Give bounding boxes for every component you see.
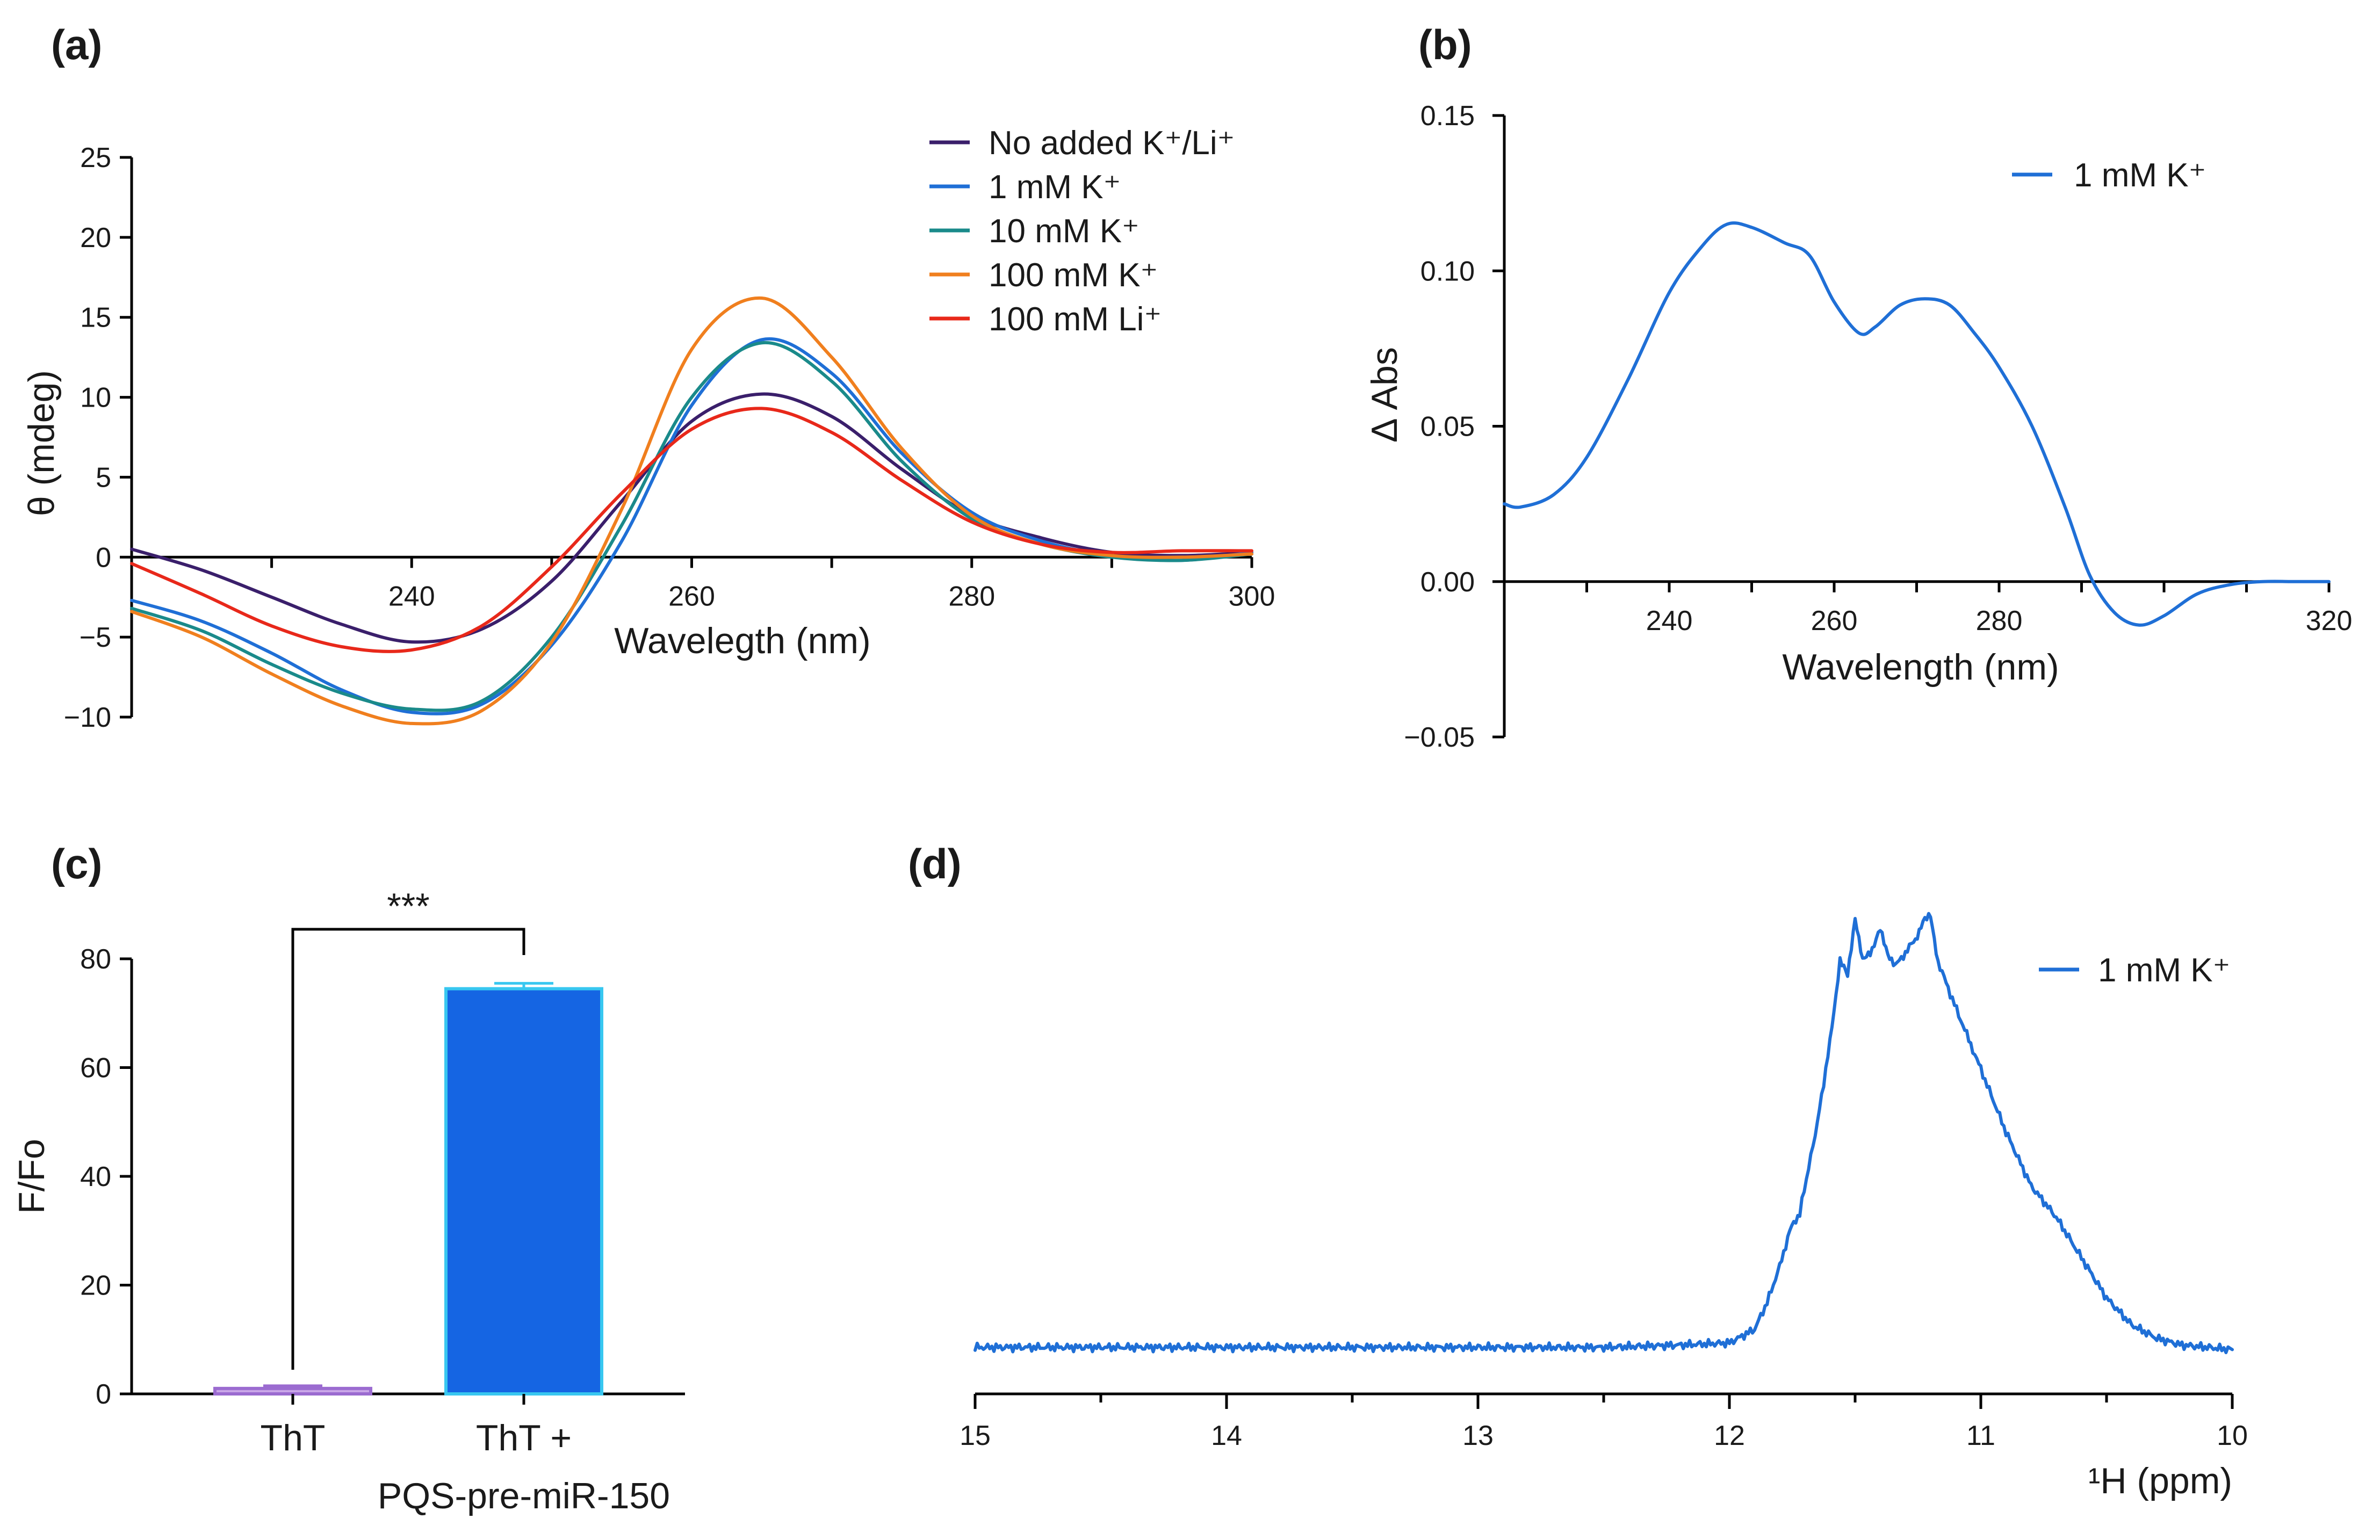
y-tick-label: −0.05 xyxy=(1404,722,1475,753)
x-tick-label: 13 xyxy=(1462,1420,1494,1451)
y-tick-label: 0.10 xyxy=(1420,256,1475,287)
y-tick-label: 0.00 xyxy=(1420,567,1475,598)
series-line xyxy=(130,337,1253,715)
panel-d: (d) 15 14 13 12 11 10 ¹H (ppm) 1 mM K⁺ xyxy=(908,840,2248,1501)
panel-label-d: (d) xyxy=(908,840,962,887)
y-tick-label: 20 xyxy=(80,1270,111,1302)
x-tick-label: 14 xyxy=(1211,1420,1242,1451)
y-tick-label: 60 xyxy=(80,1053,111,1084)
y-tick-label: 0 xyxy=(96,1379,111,1410)
y-tick-label: 20 xyxy=(80,222,111,254)
y-tick-label: 0.05 xyxy=(1420,411,1475,443)
x-tick-label: 12 xyxy=(1714,1420,1745,1451)
panel-b: (b) −0.05 0.00 0.05 0.10 0.15 240 260 280 320 Wave… xyxy=(1364,21,2352,753)
y-tick-label: −5 xyxy=(80,622,111,653)
y-tick-label: 10 xyxy=(80,382,111,414)
legend-label: No added K⁺/Li⁺ xyxy=(989,125,1235,162)
x-tick-label: 11 xyxy=(1966,1420,1995,1451)
panel-label-a: (a) xyxy=(51,21,102,68)
bar xyxy=(444,987,603,1396)
y-tick-label: 80 xyxy=(80,944,111,975)
x-tick-label: 260 xyxy=(1811,605,1858,637)
x-tick-label: 320 xyxy=(2306,605,2353,637)
category-label: PQS-pre-miR-150 xyxy=(378,1476,670,1516)
panel-a: (a) −10 −5 0 5 10 15 20 25 240 260 280 300 Waveleg​th… xyxy=(21,21,1275,733)
x-tick-label: 280 xyxy=(948,581,995,612)
legend-label: 1 mM K⁺ xyxy=(2098,952,2230,989)
y-tick-label: 5 xyxy=(96,462,111,493)
bar xyxy=(213,1386,372,1396)
x-axis-title: Waveleg​th (nm) xyxy=(614,620,870,661)
x-tick-label: 280 xyxy=(1976,605,2023,637)
panel-c: (c) 0 20 40 60 80 F/Fo ThT ThT + PQS-pre-miR-150 *… xyxy=(11,840,685,1516)
significance-bracket xyxy=(291,928,525,1370)
legend-label: 10 mM K⁺ xyxy=(989,213,1139,250)
series-line xyxy=(130,407,1253,653)
y-tick-label: 0.15 xyxy=(1420,100,1475,132)
y-axis-title: Δ Abs xyxy=(1364,347,1405,443)
category-label: ThT xyxy=(261,1418,326,1458)
legend-label: 100 mM K⁺ xyxy=(989,257,1158,294)
legend-label: 100 mM Li⁺ xyxy=(989,301,1162,338)
y-tick-label: 25 xyxy=(80,142,111,173)
panel-label-c: (c) xyxy=(51,840,102,887)
significance-label: *** xyxy=(387,886,429,927)
series-line xyxy=(1503,221,2331,627)
y-axis-title: F/Fo xyxy=(11,1139,52,1214)
x-tick-label: 240 xyxy=(388,581,435,612)
x-axis-title: ¹H (ppm) xyxy=(2088,1461,2232,1501)
y-tick-label: 0 xyxy=(96,542,111,573)
x-tick-label: 300 xyxy=(1229,581,1275,612)
series-line xyxy=(973,912,2234,1355)
x-tick-label: 240 xyxy=(1646,605,1693,637)
y-tick-label: 15 xyxy=(80,302,111,334)
x-tick-label: 15 xyxy=(960,1420,991,1451)
legend-label: 1 mM K⁺ xyxy=(989,169,1121,206)
category-label: ThT + xyxy=(476,1418,572,1458)
x-tick-label: 260 xyxy=(668,581,715,612)
panel-label-b: (b) xyxy=(1418,21,1472,68)
y-tick-label: −10 xyxy=(64,702,111,733)
x-tick-label: 10 xyxy=(2217,1420,2248,1451)
y-tick-label: 40 xyxy=(80,1161,111,1192)
x-axis-title: Wavelength (nm) xyxy=(1782,647,2059,688)
legend-label: 1 mM K⁺ xyxy=(2074,157,2206,194)
y-axis-title: θ (mdeg) xyxy=(21,370,62,516)
series-line xyxy=(130,392,1253,644)
